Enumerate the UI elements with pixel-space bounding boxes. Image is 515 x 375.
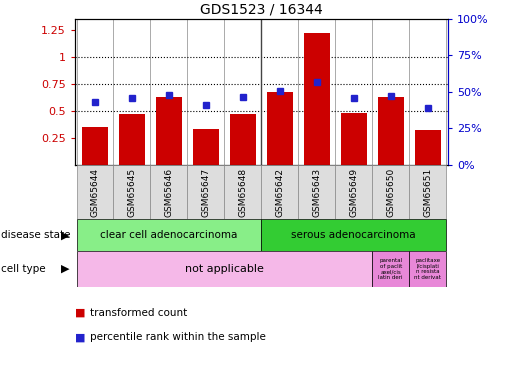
FancyBboxPatch shape xyxy=(77,219,261,251)
Title: GDS1523 / 16344: GDS1523 / 16344 xyxy=(200,2,323,16)
Text: not applicable: not applicable xyxy=(185,264,264,274)
Text: GSM65647: GSM65647 xyxy=(201,168,211,217)
FancyBboxPatch shape xyxy=(372,251,409,287)
Text: paclitaxe
l/cisplati
n resista
nt derivat: paclitaxe l/cisplati n resista nt deriva… xyxy=(414,258,441,280)
Text: GSM65644: GSM65644 xyxy=(91,168,99,217)
Bar xyxy=(304,33,330,165)
Bar xyxy=(119,114,145,165)
Text: GSM65648: GSM65648 xyxy=(238,168,247,217)
Bar xyxy=(82,127,108,165)
Bar xyxy=(378,97,404,165)
Text: GSM65643: GSM65643 xyxy=(312,168,321,217)
Bar xyxy=(267,92,293,165)
Text: percentile rank within the sample: percentile rank within the sample xyxy=(90,333,266,342)
Bar xyxy=(156,97,182,165)
FancyBboxPatch shape xyxy=(409,251,446,287)
Bar xyxy=(341,113,367,165)
FancyBboxPatch shape xyxy=(113,165,150,219)
FancyBboxPatch shape xyxy=(77,251,372,287)
FancyBboxPatch shape xyxy=(409,165,446,219)
FancyBboxPatch shape xyxy=(261,219,446,251)
FancyBboxPatch shape xyxy=(261,165,298,219)
FancyBboxPatch shape xyxy=(225,165,261,219)
Text: GSM65651: GSM65651 xyxy=(423,168,432,217)
Text: GSM65646: GSM65646 xyxy=(164,168,174,217)
Text: ■: ■ xyxy=(75,333,85,342)
Text: transformed count: transformed count xyxy=(90,308,187,318)
Bar xyxy=(230,114,256,165)
Bar xyxy=(193,129,219,165)
Text: ▶: ▶ xyxy=(61,230,70,240)
Text: serous adenocarcinoma: serous adenocarcinoma xyxy=(291,230,416,240)
FancyBboxPatch shape xyxy=(372,165,409,219)
Text: ▶: ▶ xyxy=(61,264,70,274)
Text: parental
of paclit
axel/cis
latin deri: parental of paclit axel/cis latin deri xyxy=(379,258,403,280)
FancyBboxPatch shape xyxy=(77,165,113,219)
Text: GSM65650: GSM65650 xyxy=(386,168,395,217)
FancyBboxPatch shape xyxy=(150,165,187,219)
Text: GSM65649: GSM65649 xyxy=(349,168,358,217)
Text: GSM65642: GSM65642 xyxy=(276,168,284,217)
Bar xyxy=(415,130,441,165)
FancyBboxPatch shape xyxy=(298,165,335,219)
Text: ■: ■ xyxy=(75,308,85,318)
FancyBboxPatch shape xyxy=(187,165,225,219)
Text: GSM65645: GSM65645 xyxy=(128,168,136,217)
Text: clear cell adenocarcinoma: clear cell adenocarcinoma xyxy=(100,230,237,240)
FancyBboxPatch shape xyxy=(335,165,372,219)
Text: disease state: disease state xyxy=(1,230,71,240)
Text: cell type: cell type xyxy=(1,264,46,274)
